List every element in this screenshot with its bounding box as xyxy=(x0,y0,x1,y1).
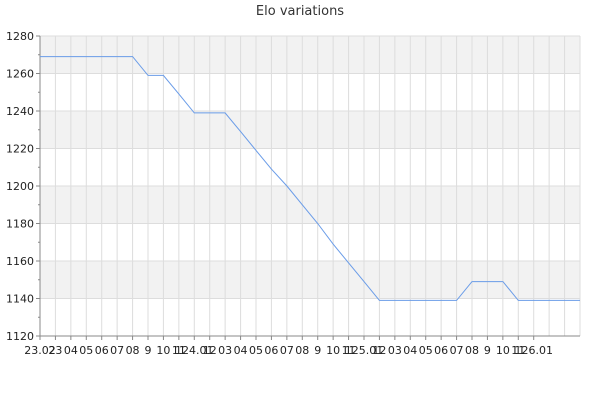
y-tick-label: 1240 xyxy=(6,105,34,118)
x-tick-label: 08 xyxy=(126,344,140,357)
x-tick-label: 23.02 xyxy=(24,344,56,357)
x-tick-label: 10 xyxy=(496,344,510,357)
x-tick-label: 05 xyxy=(79,344,93,357)
x-tick-label: 06 xyxy=(264,344,278,357)
y-tick-label: 1160 xyxy=(6,255,34,268)
x-tick-label: 9 xyxy=(484,344,491,357)
y-tick-label: 1140 xyxy=(6,293,34,306)
x-tick-label: 04 xyxy=(234,344,248,357)
y-tick-label: 1120 xyxy=(6,330,34,343)
y-tick-label: 1260 xyxy=(6,68,34,81)
y-tick-label: 1200 xyxy=(6,180,34,193)
plot-band xyxy=(40,111,580,149)
x-tick-label: 07 xyxy=(280,344,294,357)
x-tick-label: 06 xyxy=(434,344,448,357)
x-tick-label: 11 xyxy=(511,344,525,357)
x-tick-label: 12 xyxy=(203,344,217,357)
x-tick-label: 03 xyxy=(388,344,402,357)
x-tick-label: 07 xyxy=(450,344,464,357)
plot-band xyxy=(40,186,580,224)
x-tick-label: 9 xyxy=(314,344,321,357)
x-tick-label: 08 xyxy=(295,344,309,357)
x-tick-label: 10 xyxy=(326,344,340,357)
x-tick-label: 08 xyxy=(465,344,479,357)
x-tick-label: 12 xyxy=(372,344,386,357)
x-tick-label: 05 xyxy=(419,344,433,357)
plot-band xyxy=(40,36,580,74)
x-tick-label: 126.01 xyxy=(514,344,553,357)
series-line xyxy=(40,56,580,301)
x-tick-label: 04 xyxy=(64,344,78,357)
x-tick-label: 11 xyxy=(172,344,186,357)
x-tick-label: 23 xyxy=(48,344,62,357)
x-tick-label: 06 xyxy=(95,344,109,357)
x-tick-label: 05 xyxy=(249,344,263,357)
y-tick-label: 1180 xyxy=(6,218,34,231)
x-tick-label: 9 xyxy=(145,344,152,357)
x-tick-label: 10 xyxy=(156,344,170,357)
plot-band xyxy=(40,261,580,299)
chart-title: Elo variations xyxy=(255,4,345,19)
y-tick-label: 1280 xyxy=(6,30,34,43)
x-tick-label: 11 xyxy=(342,344,356,357)
y-tick-label: 1220 xyxy=(6,143,34,156)
x-tick-label: 124.01 xyxy=(175,344,214,357)
x-tick-label: 04 xyxy=(403,344,417,357)
x-tick-label: 03 xyxy=(218,344,232,357)
x-tick-label: 125.01 xyxy=(345,344,384,357)
x-tick-label: 07 xyxy=(110,344,124,357)
